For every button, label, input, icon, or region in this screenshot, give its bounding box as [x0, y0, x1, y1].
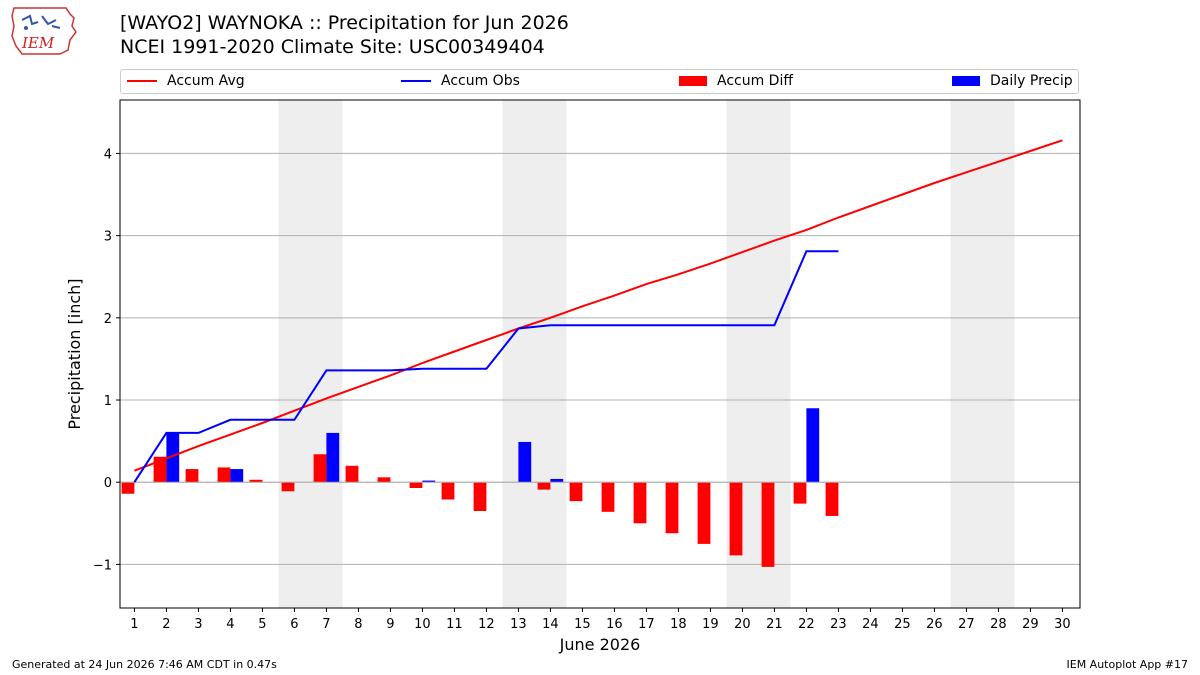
accum-obs-line	[133, 250, 839, 483]
y-axis-label: Precipitation [inch]	[65, 278, 84, 429]
x-tick-label: 10	[414, 617, 431, 632]
x-axis-label: June 2026	[559, 635, 641, 654]
x-tick-label: 9	[386, 617, 394, 632]
accum-avg-line	[134, 139, 1063, 472]
x-tick-label: 26	[926, 617, 943, 632]
x-tick-label: 24	[862, 617, 879, 632]
x-tick-label: 12	[478, 617, 495, 632]
x-tick-label: 21	[766, 617, 783, 632]
accum-diff-bar	[281, 482, 295, 492]
iem-logo: IEM	[11, 7, 77, 55]
legend-label-accum-diff: Accum Diff	[717, 73, 794, 89]
x-tick-label: 3	[194, 617, 202, 632]
accum-diff-bar	[569, 482, 583, 502]
legend-label-daily-precip: Daily Precip	[990, 73, 1073, 89]
autoplot-app-label: IEM Autoplot App #17	[1066, 658, 1189, 671]
chart-legend: Accum Avg Accum Obs Accum Diff Daily Pre…	[120, 69, 1079, 94]
accum-diff-bar	[377, 477, 391, 483]
plot-frame	[119, 99, 1081, 609]
x-tick-label: 6	[290, 617, 298, 632]
accum-diff-bar	[441, 482, 455, 500]
accum-diff-bar	[217, 467, 231, 483]
accum-diff-bar	[409, 482, 423, 488]
x-tick-label: 13	[510, 617, 527, 632]
accum-diff-bar	[665, 482, 679, 534]
x-tick-label: 11	[446, 617, 463, 632]
x-tick-label: 5	[258, 617, 266, 632]
y-tick-label: −1	[93, 558, 112, 573]
legend-swatch-accum-diff	[679, 76, 707, 86]
legend-label-accum-avg: Accum Avg	[167, 73, 245, 89]
legend-label-accum-obs: Accum Obs	[441, 73, 520, 89]
y-tick-label: 2	[104, 312, 112, 327]
weekend-band	[278, 100, 343, 608]
chart-title: [WAYO2] WAYNOKA :: Precipitation for Jun…	[120, 12, 569, 34]
accum-diff-bar	[793, 482, 807, 504]
weekend-band	[950, 100, 1015, 608]
daily-precip-bar	[550, 478, 564, 483]
x-tick-label: 28	[990, 617, 1007, 632]
daily-precip-bar	[166, 432, 180, 483]
x-tick-label: 2	[162, 617, 170, 632]
generated-timestamp: Generated at 24 Jun 2026 7:46 AM CDT in …	[12, 658, 277, 671]
legend-swatch-daily-precip	[952, 76, 980, 86]
chart-subtitle: NCEI 1991-2020 Climate Site: USC00349404	[120, 36, 545, 58]
x-tick-label: 8	[354, 617, 362, 632]
x-tick-label: 29	[1022, 617, 1039, 632]
daily-precip-bar	[326, 432, 340, 483]
accum-diff-bar	[633, 482, 647, 524]
x-tick-label: 20	[734, 617, 751, 632]
daily-precip-bar	[806, 408, 820, 483]
y-tick-label: 1	[104, 394, 112, 409]
weekend-band	[502, 100, 567, 608]
accum-diff-bar	[473, 482, 487, 512]
x-tick-label: 15	[574, 617, 591, 632]
y-tick-label: 4	[104, 147, 112, 162]
y-tick-label: 0	[104, 476, 112, 491]
accum-diff-bar	[825, 482, 839, 516]
daily-precip-bar	[518, 441, 532, 483]
accum-diff-bar	[249, 479, 263, 483]
x-tick-label: 18	[670, 617, 687, 632]
accum-diff-bar	[345, 465, 359, 483]
legend-item-accum-diff: Accum Diff	[679, 73, 793, 91]
accum-diff-bar	[537, 482, 551, 490]
x-tick-label: 25	[894, 617, 911, 632]
legend-item-daily-precip: Daily Precip	[952, 73, 1073, 91]
accum-diff-bar	[729, 482, 743, 556]
y-tick-label: 3	[104, 230, 112, 245]
accum-diff-bar	[121, 482, 135, 494]
legend-item-accum-obs: Accum Obs	[401, 73, 520, 91]
x-tick-label: 16	[606, 617, 623, 632]
legend-item-accum-avg: Accum Avg	[127, 73, 245, 91]
svg-text:IEM: IEM	[21, 34, 55, 52]
x-tick-label: 14	[542, 617, 559, 632]
daily-precip-bar	[422, 480, 436, 483]
x-tick-label: 19	[702, 617, 719, 632]
x-tick-label: 17	[638, 617, 655, 632]
x-tick-label: 27	[958, 617, 975, 632]
accum-diff-bar	[761, 482, 775, 567]
accum-diff-bar	[185, 469, 199, 483]
x-tick-label: 1	[130, 617, 138, 632]
accum-diff-bar	[697, 482, 711, 544]
legend-swatch-accum-avg	[127, 80, 157, 82]
x-tick-label: 4	[226, 617, 234, 632]
x-tick-label: 30	[1054, 617, 1071, 632]
accum-diff-bar	[601, 482, 615, 512]
x-tick-label: 23	[830, 617, 847, 632]
legend-swatch-accum-obs	[401, 80, 431, 82]
x-tick-label: 7	[322, 617, 330, 632]
accum-diff-bar	[313, 454, 327, 483]
x-tick-label: 22	[798, 617, 815, 632]
daily-precip-bar	[230, 469, 244, 483]
